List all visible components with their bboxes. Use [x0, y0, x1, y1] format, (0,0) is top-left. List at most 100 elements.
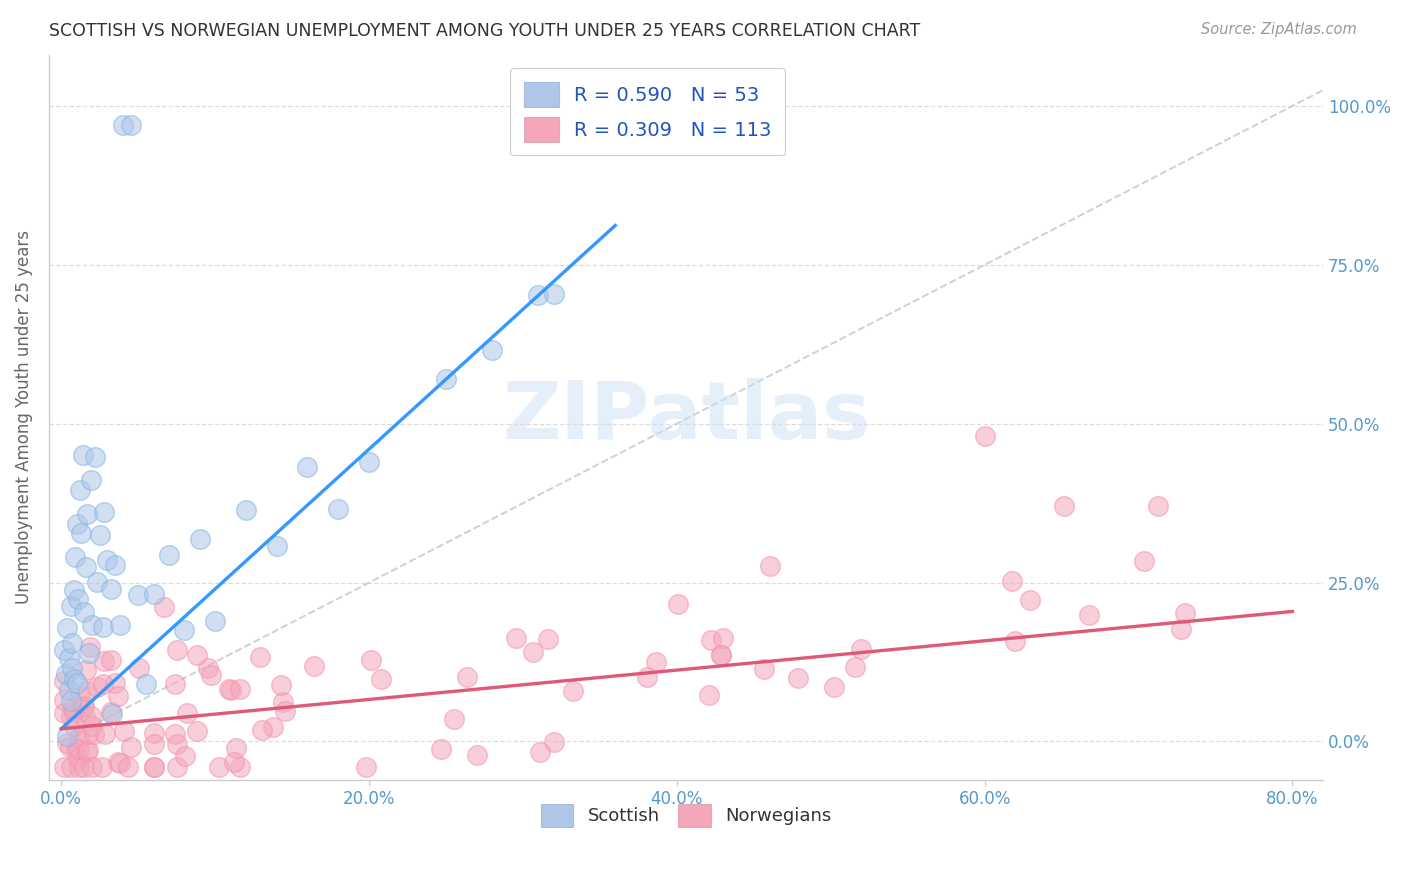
Point [505, 632, 527, 646]
Point [107, 755, 129, 769]
Point [844, 659, 866, 673]
Point [266, 539, 288, 553]
Point [153, 599, 176, 614]
Point [973, 429, 995, 443]
Point [59, 599, 82, 613]
Point [59, 760, 82, 774]
Point [229, 681, 252, 696]
Point [328, 502, 350, 516]
Point [66, 752, 89, 766]
Point [142, 760, 165, 774]
Point [644, 656, 666, 670]
Text: SCOTTISH VS NORWEGIAN UNEMPLOYMENT AMONG YOUTH UNDER 25 YEARS CORRELATION CHART: SCOTTISH VS NORWEGIAN UNEMPLOYMENT AMONG… [49, 22, 921, 40]
Point [186, 724, 208, 739]
Point [77, 646, 100, 660]
Point [1019, 593, 1042, 607]
Point [529, 745, 551, 759]
Point [700, 633, 723, 648]
Point [197, 661, 219, 675]
Point [73, 699, 96, 714]
Point [527, 288, 550, 302]
Point [370, 672, 392, 686]
Point [75, 664, 97, 678]
Point [73, 606, 96, 620]
Point [53, 692, 76, 706]
Point [70, 525, 93, 540]
Point [142, 726, 165, 740]
Point [562, 684, 585, 698]
Point [96, 552, 118, 566]
Point [100, 582, 122, 596]
Point [66, 517, 89, 532]
Point [208, 760, 231, 774]
Point [1078, 608, 1101, 623]
Point [173, 749, 195, 764]
Point [1053, 500, 1076, 514]
Point [59, 694, 82, 708]
Point [297, 459, 319, 474]
Point [166, 737, 188, 751]
Point [67, 742, 90, 756]
Text: ZIPatlas: ZIPatlas [502, 378, 870, 457]
Point [188, 533, 211, 547]
Point [104, 558, 127, 573]
Point [67, 760, 90, 774]
Point [79, 473, 101, 487]
Legend: Scottish, Norwegians: Scottish, Norwegians [531, 795, 841, 836]
Point [77, 742, 100, 756]
Point [100, 705, 122, 719]
Point [434, 372, 457, 386]
Point [56, 729, 79, 743]
Point [249, 649, 271, 664]
Point [55, 666, 77, 681]
Point [75, 559, 97, 574]
Point [120, 740, 142, 755]
Point [59, 740, 82, 755]
Point [62, 705, 84, 719]
Point [176, 706, 198, 720]
Point [72, 699, 94, 714]
Point [66, 676, 89, 690]
Point [200, 668, 222, 682]
Point [250, 723, 273, 737]
Point [53, 706, 76, 720]
Point [128, 661, 150, 675]
Point [60, 661, 83, 675]
Point [537, 632, 560, 646]
Point [543, 287, 565, 301]
Point [1133, 554, 1156, 568]
Point [186, 648, 208, 662]
Point [56, 621, 79, 635]
Point [710, 648, 733, 663]
Point [100, 653, 122, 667]
Point [1147, 500, 1170, 514]
Point [229, 760, 252, 774]
Point [75, 683, 97, 698]
Point [69, 689, 91, 703]
Point [456, 670, 478, 684]
Point [117, 760, 139, 774]
Point [89, 528, 111, 542]
Point [80, 709, 103, 723]
Point [67, 592, 90, 607]
Point [270, 678, 292, 692]
Point [262, 720, 284, 734]
Point [79, 640, 101, 655]
Point [142, 737, 165, 751]
Point [58, 651, 80, 665]
Point [235, 503, 257, 517]
Point [86, 575, 108, 590]
Point [108, 617, 131, 632]
Point [69, 483, 91, 497]
Point [62, 673, 84, 687]
Y-axis label: Unemployment Among Youth under 25 years: Unemployment Among Youth under 25 years [15, 230, 32, 605]
Point [543, 735, 565, 749]
Point [849, 642, 872, 657]
Point [1004, 633, 1026, 648]
Point [218, 681, 240, 696]
Point [225, 741, 247, 756]
Point [481, 343, 503, 357]
Point [1174, 606, 1197, 620]
Point [53, 642, 76, 657]
Point [83, 727, 105, 741]
